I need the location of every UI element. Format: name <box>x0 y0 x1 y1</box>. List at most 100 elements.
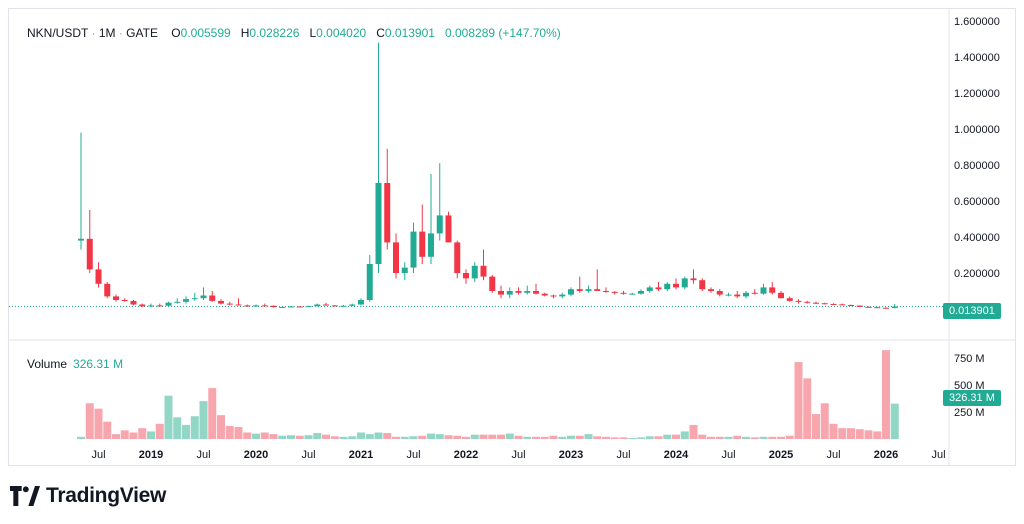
candle-body <box>734 294 741 297</box>
candle <box>804 300 811 304</box>
candle-body <box>664 283 671 290</box>
candle <box>156 303 163 307</box>
candle <box>174 298 181 304</box>
candle <box>323 302 329 306</box>
candle <box>856 305 863 308</box>
volume-bar <box>339 436 348 439</box>
candle-body <box>366 264 373 300</box>
candle-body <box>165 302 172 306</box>
close-label: C <box>376 26 385 40</box>
volume-bar <box>724 436 733 439</box>
candle <box>594 269 601 291</box>
time-tick-label: 2022 <box>454 449 478 461</box>
tradingview-logo[interactable]: TradingView <box>10 484 166 508</box>
last-volume-badge: 326.31 M <box>943 390 1001 406</box>
candle <box>506 287 513 299</box>
time-tick-label: 2019 <box>139 449 163 461</box>
candle <box>244 304 251 307</box>
volume-bar <box>803 378 812 439</box>
candle-body <box>786 298 793 301</box>
candle <box>778 291 784 299</box>
volume-bar <box>637 437 645 439</box>
volume-bar <box>584 434 593 439</box>
candle <box>611 291 618 295</box>
candle <box>874 306 881 309</box>
candle <box>279 306 286 309</box>
candle <box>209 291 216 302</box>
volume-bar <box>217 415 225 439</box>
volume-bar <box>164 395 173 439</box>
candle-body <box>585 289 592 291</box>
volume-bar <box>523 436 532 439</box>
time-tick-label: Jul <box>826 449 840 461</box>
candle-body <box>209 295 216 301</box>
candle <box>690 269 697 284</box>
time-tick-label: Jul <box>91 449 105 461</box>
volume-bar <box>199 401 208 439</box>
volume-bar <box>453 435 462 439</box>
candle <box>769 282 776 295</box>
volume-bar <box>444 435 453 439</box>
volume-bar <box>514 435 523 439</box>
candle <box>410 222 417 273</box>
volume-bar <box>287 435 295 439</box>
candle-body <box>375 183 382 264</box>
candle-body <box>760 287 767 294</box>
volume-bar <box>733 435 742 439</box>
candle <box>743 291 749 299</box>
candle-body <box>603 291 609 292</box>
candle <box>515 287 522 295</box>
candle <box>664 282 671 291</box>
candle-body <box>681 278 688 288</box>
open-label: O <box>171 26 181 40</box>
candle <box>585 285 592 293</box>
volume-label[interactable]: Volume <box>27 357 68 371</box>
candle <box>428 174 434 264</box>
candle-body <box>769 287 776 293</box>
candle-body <box>778 292 784 299</box>
candle <box>401 262 408 281</box>
volume-bar <box>418 435 427 439</box>
volume-bar <box>654 436 663 439</box>
candle-body <box>550 295 557 297</box>
time-tick-label: Jul <box>301 449 315 461</box>
time-tick-label: 2023 <box>559 449 583 461</box>
candle <box>646 285 653 293</box>
candle-body <box>506 291 513 295</box>
volume-bar <box>234 427 243 439</box>
volume-bar <box>488 434 497 439</box>
candle-body <box>349 304 356 306</box>
candle <box>498 285 504 299</box>
time-tick-label: 2026 <box>874 449 898 461</box>
candle <box>95 262 102 288</box>
candle-body <box>883 307 889 309</box>
volume-bar <box>182 424 190 439</box>
candle-body <box>191 298 198 300</box>
volume-bar <box>575 435 584 439</box>
volume-bar <box>838 428 847 439</box>
high-label: H <box>240 26 250 40</box>
candle <box>375 42 382 273</box>
interval-label[interactable]: 1M <box>98 26 116 40</box>
candle-body <box>848 305 854 307</box>
candle <box>716 289 723 297</box>
symbol-label[interactable]: NKN/USDT <box>27 26 89 40</box>
candle <box>393 233 399 279</box>
candle <box>288 306 294 308</box>
candle <box>261 303 268 307</box>
candle <box>200 287 207 300</box>
time-tick-label: 2024 <box>664 449 689 461</box>
candle-body <box>445 215 452 243</box>
candle <box>86 210 93 273</box>
price-tick-label: 1.200000 <box>954 88 1000 100</box>
candle-body <box>708 289 714 291</box>
chart-canvas[interactable]: 1.600000 1.400000 1.200000 1.000000 0.800000… <box>9 9 1015 465</box>
volume-bar <box>138 428 147 439</box>
volume-bar <box>777 436 785 439</box>
volume-bar <box>549 435 558 439</box>
candle <box>454 240 461 279</box>
candle <box>638 289 644 295</box>
volume-bar <box>602 436 610 439</box>
time-tick-label: Jul <box>721 449 735 461</box>
volume-bar <box>278 435 287 439</box>
